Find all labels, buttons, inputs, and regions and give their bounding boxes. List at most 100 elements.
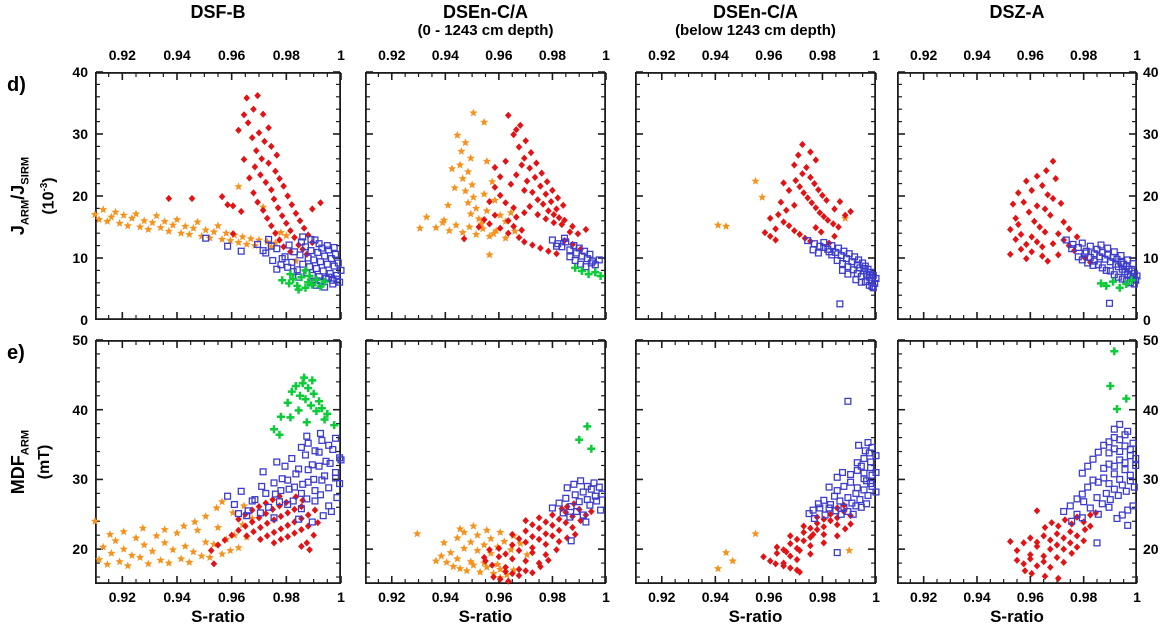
data-point	[1060, 558, 1067, 566]
data-point	[333, 494, 341, 502]
data-point	[537, 563, 544, 571]
data-point	[588, 507, 595, 516]
data-point	[289, 497, 297, 505]
data-point	[218, 235, 227, 243]
data-point	[237, 247, 245, 255]
data-point	[787, 564, 794, 572]
data-point	[284, 533, 291, 541]
data-point	[298, 379, 307, 388]
data-point	[1067, 539, 1074, 547]
data-point	[268, 222, 275, 230]
data-point	[466, 153, 475, 162]
data-point	[1078, 469, 1086, 477]
panel-row-label-e: e)	[7, 342, 25, 364]
data-point	[1116, 420, 1124, 428]
data-point	[456, 160, 465, 169]
data-point	[548, 236, 556, 244]
data-point	[201, 225, 210, 234]
data-point	[766, 557, 774, 565]
data-point	[562, 519, 570, 527]
data-point	[1012, 214, 1019, 222]
data-point	[1097, 241, 1105, 249]
x-tick-label-bottom: 0.92	[108, 589, 136, 605]
data-point	[213, 221, 223, 230]
data-point	[469, 521, 478, 530]
data-point	[460, 528, 469, 536]
data-point	[103, 217, 112, 225]
data-point	[1087, 522, 1094, 530]
scatter-panel-e-1	[364, 339, 607, 585]
data-point	[796, 183, 803, 191]
data-point	[272, 229, 279, 237]
data-point	[301, 243, 310, 251]
data-point	[864, 491, 872, 500]
data-point	[306, 546, 313, 554]
data-point	[825, 248, 833, 256]
data-point	[1124, 427, 1132, 435]
x-tick-label-top: 0.96	[755, 47, 783, 63]
data-point	[713, 220, 723, 229]
data-point	[1033, 202, 1041, 210]
data-point	[188, 194, 196, 203]
data-point	[522, 527, 529, 535]
data-point	[792, 176, 799, 185]
x-axis-title: S-ratio	[458, 607, 513, 626]
data-point	[491, 211, 499, 219]
data-point	[579, 511, 587, 519]
data-point	[123, 561, 132, 570]
data-point	[148, 218, 157, 227]
data-point	[270, 425, 278, 434]
data-point	[262, 510, 270, 518]
data-point	[1047, 563, 1054, 571]
data-point	[258, 482, 266, 490]
data-point	[307, 235, 315, 243]
data-point	[1110, 248, 1118, 256]
data-point	[513, 213, 520, 221]
data-point	[275, 430, 284, 439]
data-point	[312, 264, 320, 273]
data-point	[221, 536, 229, 544]
data-point	[838, 468, 847, 477]
data-point	[1049, 194, 1057, 203]
data-point	[575, 435, 584, 444]
data-point	[460, 235, 468, 243]
x-tick-label-top: 0.92	[910, 47, 938, 63]
data-point	[286, 270, 295, 279]
data-point	[287, 227, 294, 235]
data-point	[844, 494, 852, 502]
data-point	[1110, 462, 1118, 470]
data-point	[554, 194, 562, 202]
x-tick-label-bottom: 1	[872, 589, 880, 605]
data-point	[1007, 225, 1014, 234]
data-point	[297, 443, 305, 451]
data-point	[269, 496, 276, 504]
data-point	[489, 569, 498, 577]
data-point	[1060, 534, 1067, 542]
data-point	[160, 217, 169, 225]
data-point	[513, 171, 520, 179]
data-point	[259, 206, 267, 214]
data-point	[336, 454, 344, 462]
data-point	[461, 138, 470, 147]
data-point	[315, 462, 323, 470]
data-point	[587, 259, 595, 267]
data-point	[812, 156, 820, 164]
panel-row-label-d: d)	[7, 74, 26, 96]
data-point	[480, 540, 489, 549]
data-point	[209, 227, 218, 236]
data-point	[1041, 523, 1049, 532]
data-point	[824, 216, 832, 224]
data-point	[860, 454, 868, 463]
scatter-panel-e-2	[634, 339, 880, 584]
data-point	[596, 272, 605, 280]
x-tick-label-top: 1	[602, 47, 610, 63]
data-point	[486, 534, 495, 543]
data-point	[555, 499, 563, 507]
data-point	[809, 530, 817, 539]
data-point	[240, 155, 248, 163]
data-point	[509, 565, 518, 574]
data-point	[288, 258, 296, 266]
data-point	[522, 567, 529, 575]
data-point	[257, 523, 264, 532]
